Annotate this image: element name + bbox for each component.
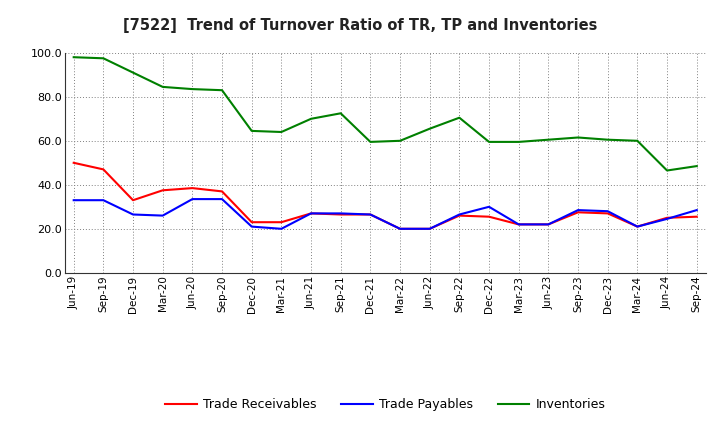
Trade Payables	[366, 212, 374, 217]
Trade Payables	[485, 204, 493, 209]
Inventories	[633, 138, 642, 143]
Trade Payables	[662, 216, 671, 221]
Inventories	[158, 84, 167, 90]
Trade Payables	[188, 196, 197, 202]
Trade Receivables	[217, 189, 226, 194]
Inventories	[69, 55, 78, 60]
Line: Trade Payables: Trade Payables	[73, 199, 697, 229]
Trade Receivables	[633, 224, 642, 229]
Trade Receivables	[426, 226, 434, 231]
Inventories	[426, 126, 434, 131]
Text: [7522]  Trend of Turnover Ratio of TR, TP and Inventories: [7522] Trend of Turnover Ratio of TR, TP…	[123, 18, 597, 33]
Inventories	[662, 168, 671, 173]
Trade Payables	[396, 226, 405, 231]
Inventories	[485, 139, 493, 144]
Trade Receivables	[99, 167, 108, 172]
Trade Payables	[514, 222, 523, 227]
Trade Payables	[336, 211, 345, 216]
Inventories	[188, 86, 197, 92]
Trade Payables	[248, 224, 256, 229]
Trade Payables	[633, 224, 642, 229]
Trade Receivables	[248, 220, 256, 225]
Trade Payables	[277, 226, 286, 231]
Trade Payables	[455, 212, 464, 217]
Trade Payables	[129, 212, 138, 217]
Trade Receivables	[336, 212, 345, 217]
Trade Receivables	[693, 214, 701, 220]
Line: Inventories: Inventories	[73, 57, 697, 171]
Trade Payables	[99, 198, 108, 203]
Trade Receivables	[69, 160, 78, 165]
Inventories	[366, 139, 374, 144]
Trade Payables	[426, 226, 434, 231]
Trade Receivables	[514, 222, 523, 227]
Legend: Trade Receivables, Trade Payables, Inventories: Trade Receivables, Trade Payables, Inven…	[161, 393, 610, 416]
Trade Receivables	[158, 187, 167, 193]
Inventories	[693, 163, 701, 169]
Trade Receivables	[455, 213, 464, 218]
Inventories	[574, 135, 582, 140]
Trade Receivables	[662, 215, 671, 220]
Trade Payables	[158, 213, 167, 218]
Trade Receivables	[485, 214, 493, 220]
Trade Receivables	[544, 222, 553, 227]
Trade Receivables	[129, 198, 138, 203]
Inventories	[544, 137, 553, 142]
Inventories	[396, 138, 405, 143]
Inventories	[217, 88, 226, 93]
Trade Payables	[574, 207, 582, 213]
Inventories	[129, 70, 138, 75]
Inventories	[455, 115, 464, 120]
Trade Payables	[69, 198, 78, 203]
Trade Payables	[217, 196, 226, 202]
Inventories	[99, 55, 108, 61]
Inventories	[336, 110, 345, 116]
Inventories	[248, 128, 256, 134]
Inventories	[514, 139, 523, 144]
Inventories	[603, 137, 612, 142]
Trade Payables	[307, 211, 315, 216]
Trade Receivables	[574, 210, 582, 215]
Trade Receivables	[277, 220, 286, 225]
Trade Payables	[544, 222, 553, 227]
Line: Trade Receivables: Trade Receivables	[73, 163, 697, 229]
Trade Receivables	[307, 211, 315, 216]
Trade Receivables	[603, 211, 612, 216]
Trade Payables	[693, 207, 701, 213]
Trade Receivables	[366, 212, 374, 217]
Trade Receivables	[396, 226, 405, 231]
Trade Payables	[603, 209, 612, 214]
Inventories	[277, 129, 286, 135]
Trade Receivables	[188, 186, 197, 191]
Inventories	[307, 116, 315, 121]
